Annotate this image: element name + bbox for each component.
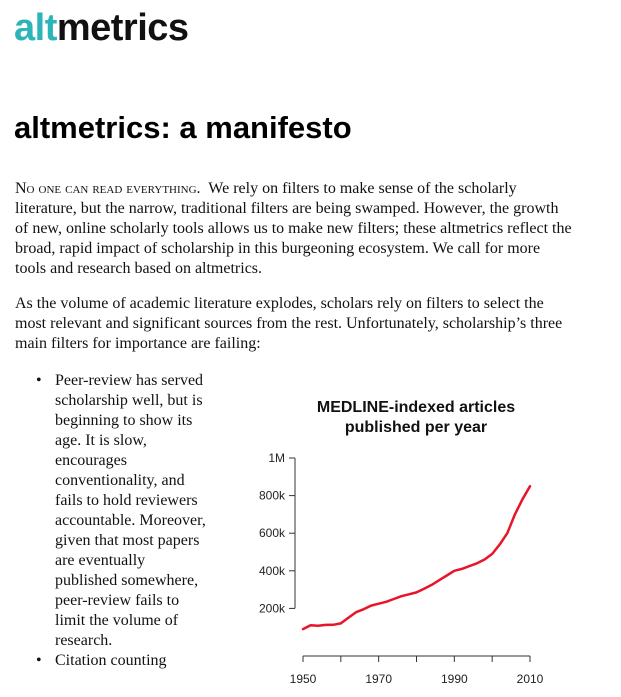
y-tick-label: 600k — [259, 526, 286, 540]
filters-paragraph: As the volume of academic literature exp… — [15, 295, 563, 352]
chart-title-line2: published per year — [345, 419, 487, 436]
x-tick-label: 1990 — [441, 672, 468, 686]
intro-paragraph: No one can read everything. We rely on f… — [15, 179, 575, 279]
bullet-icon: • — [36, 652, 42, 669]
x-tick-label: 2010 — [517, 672, 544, 686]
series-line — [301, 484, 532, 631]
list-item-text: Peer-review has served scholarship well,… — [55, 372, 206, 649]
y-tick-label: 800k — [259, 489, 286, 503]
intro-text: We rely on filters to make sense of the … — [15, 180, 572, 277]
x-tick-label: 1970 — [365, 672, 392, 686]
y-tick-label: 1M — [268, 451, 285, 465]
y-tick-label: 200k — [259, 601, 286, 615]
chart-title-line1: MEDLINE-indexed articles — [317, 399, 515, 416]
logo-metrics-text: metrics — [56, 7, 189, 49]
medline-chart: MEDLINE-indexed articles published per ye… — [232, 388, 572, 697]
altmetrics-logo[interactable]: altmetrics — [14, 4, 189, 52]
y-tick-label: 400k — [259, 564, 286, 578]
intro-lead: No one can read everything. — [15, 180, 201, 197]
logo-alt-text: alt — [14, 7, 57, 49]
page-title: altmetrics: a manifesto — [14, 110, 352, 145]
filters-list: • Peer-review has served scholarship well… — [36, 371, 211, 671]
bullet-icon: • — [36, 372, 42, 389]
x-tick-label: 1950 — [290, 672, 317, 686]
list-item: • Peer-review has served scholarship well… — [36, 371, 211, 651]
list-item-text: Citation counting — [55, 652, 167, 669]
chart-canvas: MEDLINE-indexed articles published per ye… — [259, 399, 544, 686]
list-item: • Citation counting — [36, 651, 211, 671]
